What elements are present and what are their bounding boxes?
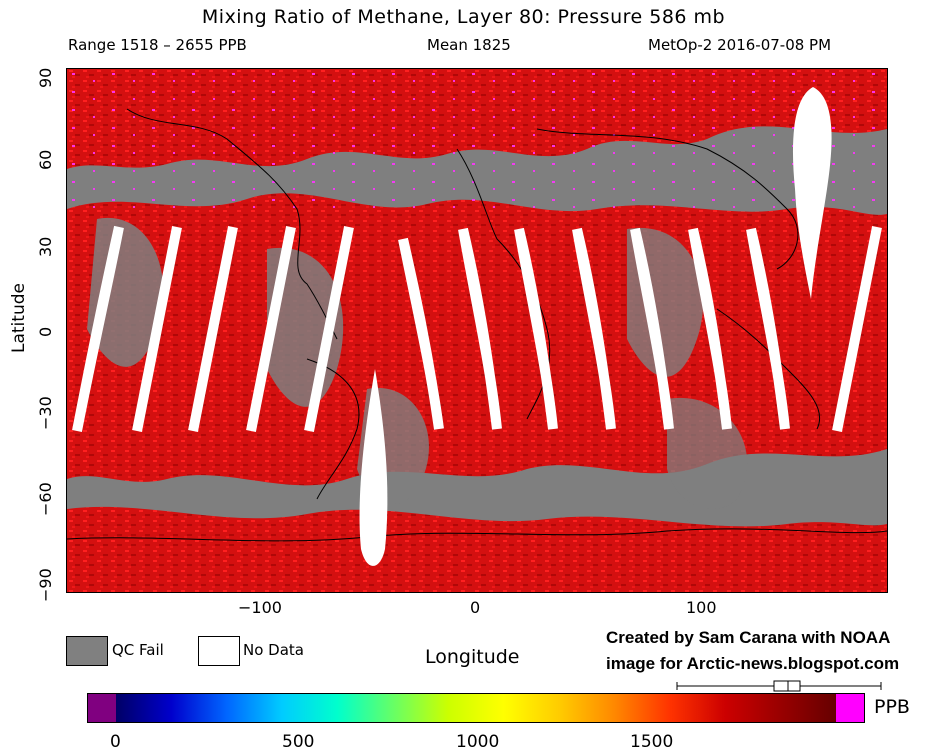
color-scale-bar (87, 693, 865, 723)
range-text: Range 1518 – 2655 PPB (68, 36, 247, 54)
y-axis-label: Latitude (9, 283, 29, 353)
distribution-boxplot (676, 680, 882, 692)
credit-line-1: Created by Sam Carana with NOAA (606, 628, 891, 647)
mean-text: Mean 1825 (427, 36, 511, 54)
no-data-swaths (72, 87, 882, 566)
qc-fail-swatch (66, 636, 108, 666)
y-tick-minus60: −60 (36, 482, 55, 516)
y-tick-minus90: −90 (36, 568, 55, 602)
map-title: Mixing Ratio of Methane, Layer 80: Press… (201, 6, 726, 28)
x-tick-0: 0 (470, 598, 481, 617)
satellite-date-text: MetOp-2 2016-07-08 PM (648, 36, 832, 54)
color-scale-low (88, 694, 116, 722)
x-tick-100: 100 (686, 598, 717, 617)
y-tick-30: 30 (36, 236, 55, 257)
y-tick-minus30: −30 (36, 396, 55, 430)
color-tick-0: 0 (110, 732, 121, 752)
credit-line-2: image for Arctic-news.blogspot.com (606, 654, 900, 673)
y-tick-0: 0 (36, 326, 55, 337)
color-tick-1500: 1500 (630, 732, 674, 752)
x-tick-minus100: −100 (238, 598, 282, 617)
color-scale-high (836, 694, 864, 722)
methane-map-svg (67, 69, 887, 592)
y-tick-90: 90 (36, 67, 55, 88)
color-tick-500: 500 (282, 732, 315, 752)
no-data-label: No Data (243, 641, 304, 659)
color-scale-gradient (116, 694, 836, 722)
y-tick-60: 60 (36, 149, 55, 170)
no-data-swatch (198, 636, 240, 666)
color-tick-1000: 1000 (456, 732, 500, 752)
qc-fail-label: QC Fail (112, 641, 164, 659)
color-scale-unit: PPB (874, 696, 910, 718)
methane-map (66, 68, 888, 593)
x-axis-label: Longitude (425, 646, 520, 668)
